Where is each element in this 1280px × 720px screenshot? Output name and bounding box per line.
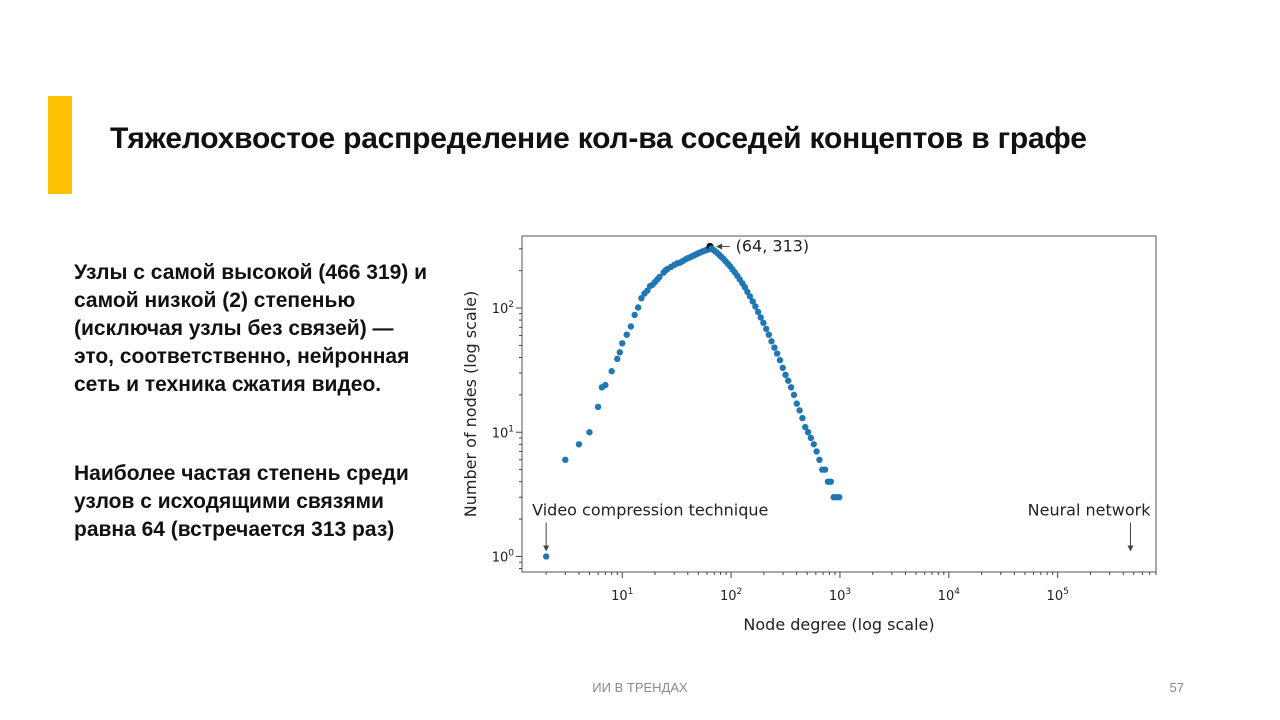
data-point [575,441,583,448]
x-tick-label: 103 [829,587,851,604]
y-tick-label: 101 [492,424,514,441]
data-point [793,400,800,407]
data-point [586,429,593,436]
data-point [771,344,778,351]
data-point [752,303,759,310]
data-point [787,384,795,391]
x-tick-label: 102 [720,587,742,604]
data-point [762,325,770,333]
data-point [816,456,823,464]
annotation-arrowhead [543,545,550,552]
data-point [813,448,820,455]
annotation-arrowhead [716,243,723,250]
data-point [749,298,756,305]
data-point [785,377,792,384]
data-point [790,391,798,399]
annotation-arrowhead [1127,545,1134,552]
annotation-label: (64, 313) [736,236,810,255]
annotation-label: Neural network [1028,500,1152,519]
data-point [623,331,630,338]
x-tick-label: 104 [938,587,961,604]
data-points [542,242,843,560]
data-point [746,293,754,300]
data-point [768,338,775,345]
data-point [779,364,786,372]
data-point [765,331,773,338]
data-point [821,466,829,473]
slide-title: Тяжелохвостое распределение кол-ва сосед… [110,122,1087,155]
data-point [757,314,764,321]
data-point [802,423,809,431]
data-point [827,478,835,485]
y-tick-label: 100 [492,548,515,565]
x-tick-label: 101 [611,587,633,604]
footer-label: ИИ В ТРЕНДАХ [592,680,688,695]
data-point [619,340,626,347]
y-tick-label: 102 [492,300,514,317]
paragraph-most-common-degree: Наиболее частая степень среди узлов с ис… [74,462,409,541]
x-tick-label: 105 [1047,587,1069,604]
data-point [810,441,817,448]
annotation-label: Video compression technique [532,500,768,519]
data-point [631,311,638,319]
data-point [627,323,635,330]
data-point [799,414,806,422]
data-point [836,494,843,501]
paragraph-extreme-degrees: Узлы с самой высокой (466 319) и самой н… [74,261,428,396]
data-point [782,371,789,379]
data-point [542,553,550,560]
data-point [807,434,815,442]
data-point [773,350,781,357]
data-point [656,273,663,281]
data-point [602,381,609,389]
data-point [638,294,645,302]
data-point [562,456,569,464]
data-point [804,429,812,436]
data-point [616,349,624,356]
y-axis-label: Number of nodes (log scale) [461,291,480,517]
data-point [634,304,642,311]
accent-bar [48,96,72,194]
plot-frame [521,235,1157,573]
degree-distribution-chart: 101 102 103 104 105 100 101 102 Node degree (log… [450,226,1170,646]
data-point [760,319,767,327]
data-point [594,403,602,411]
x-axis-label: Node degree (log scale) [743,615,934,634]
data-point [796,407,803,414]
data-point [776,357,784,364]
data-point [608,368,615,375]
page-number: 57 [1169,680,1184,695]
data-point [754,308,762,316]
data-point [614,355,621,363]
